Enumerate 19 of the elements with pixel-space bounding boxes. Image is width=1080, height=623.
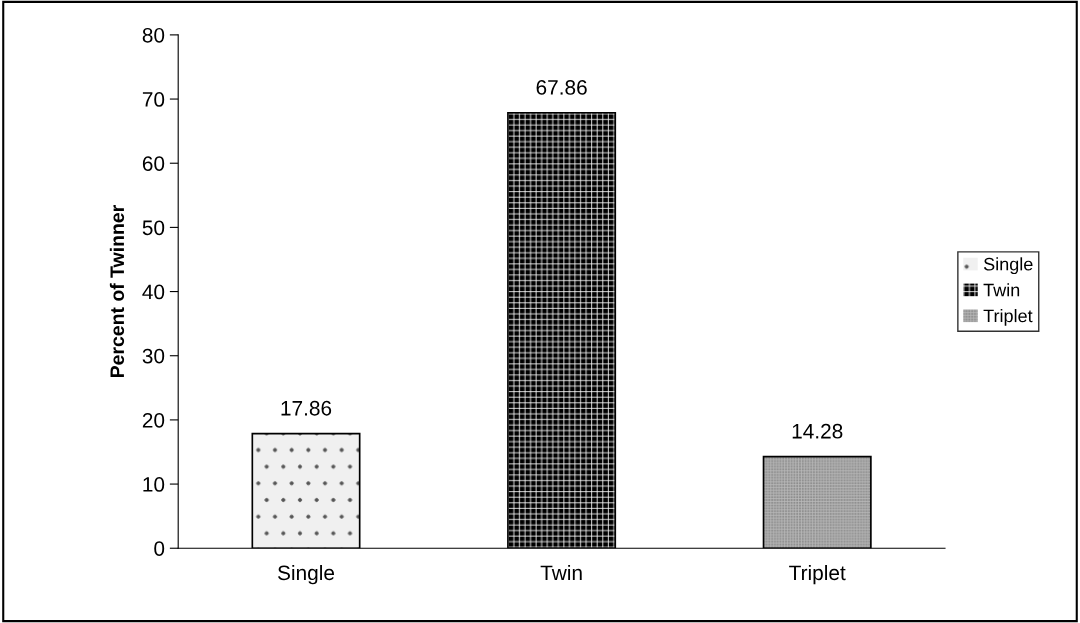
legend-label: Triplet xyxy=(983,309,1033,326)
x-tick-label: Twin xyxy=(540,564,582,580)
y-tick-label: 50 xyxy=(142,220,165,236)
y-tick-label: 40 xyxy=(142,284,165,300)
x-tick-label: Single xyxy=(277,564,335,585)
y-tick-label: 70 xyxy=(142,92,165,107)
data-label: 17.86 xyxy=(281,400,332,416)
y-tick-label: 80 xyxy=(142,27,165,43)
data-label: 67.86 xyxy=(536,80,587,95)
y-axis-title: Percent of Twinner xyxy=(109,205,125,378)
legend-label: Single xyxy=(983,257,1033,275)
y-tick-label: 30 xyxy=(142,348,165,364)
y-tick-label: 20 xyxy=(142,412,165,428)
legend-label: Twin xyxy=(983,283,1020,297)
data-label: 14.28 xyxy=(792,423,843,439)
y-tick-label: 10 xyxy=(143,477,165,492)
y-tick-label: 0 xyxy=(154,541,165,556)
x-tick-label: Triplet xyxy=(789,564,846,585)
y-tick-label: 60 xyxy=(142,156,165,171)
